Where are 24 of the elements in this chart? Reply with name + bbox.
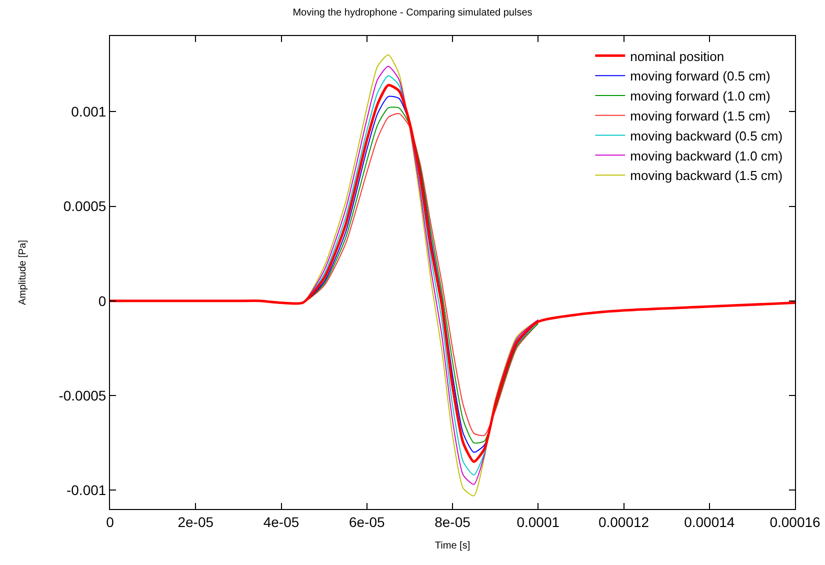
chart-title: Moving the hydrophone - Comparing simulated pulses xyxy=(292,7,532,18)
legend-label: moving forward (0.5 cm) xyxy=(630,68,770,84)
y-tick-label: -0.001 xyxy=(66,482,106,498)
line-series xyxy=(110,84,795,463)
x-tick-label: 2e-05 xyxy=(178,514,214,530)
legend-label: moving forward (1.0 cm) xyxy=(630,88,770,104)
x-tick-label: 8e-05 xyxy=(434,514,471,530)
legend-label: moving backward (0.5 cm) xyxy=(630,128,783,144)
y-tick-label: 0 xyxy=(98,292,106,309)
x-tick-label: 0.00016 xyxy=(770,514,821,530)
x-tick-label: 0.0001 xyxy=(516,514,560,530)
y-tick-label: -0.0005 xyxy=(58,387,106,404)
y-tick-label: 0.0005 xyxy=(63,198,106,214)
x-tick-label: 4e-05 xyxy=(263,514,300,530)
legend-label: nominal position xyxy=(630,48,724,64)
x-tick-label: 0.00012 xyxy=(598,514,650,530)
x-tick-label: 6e-05 xyxy=(348,514,385,530)
x-axis-title: Time [s] xyxy=(434,540,470,552)
y-axis-title: Amplitude [Pa] xyxy=(18,240,29,306)
legend-label: moving forward (1.5 cm) xyxy=(630,108,770,124)
legend-label: moving backward (1.5 cm) xyxy=(630,168,783,184)
y-tick-label: 0.001 xyxy=(71,104,106,120)
x-tick-label: 0.00014 xyxy=(684,514,735,530)
legend-label: moving backward (1.0 cm) xyxy=(630,148,783,164)
